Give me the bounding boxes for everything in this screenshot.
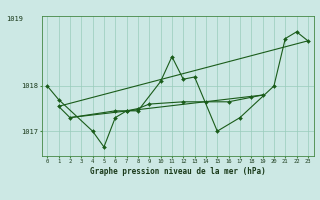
Text: 1019: 1019 — [6, 16, 23, 22]
X-axis label: Graphe pression niveau de la mer (hPa): Graphe pression niveau de la mer (hPa) — [90, 167, 266, 176]
